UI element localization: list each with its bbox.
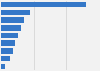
Bar (1, 2, 86, 7)
Bar (1, 33, 18, 38)
Bar (1, 40, 15, 46)
Bar (1, 64, 5, 69)
Bar (1, 17, 24, 23)
Bar (1, 25, 21, 31)
Bar (1, 48, 13, 54)
Bar (1, 10, 30, 15)
Bar (1, 56, 10, 61)
